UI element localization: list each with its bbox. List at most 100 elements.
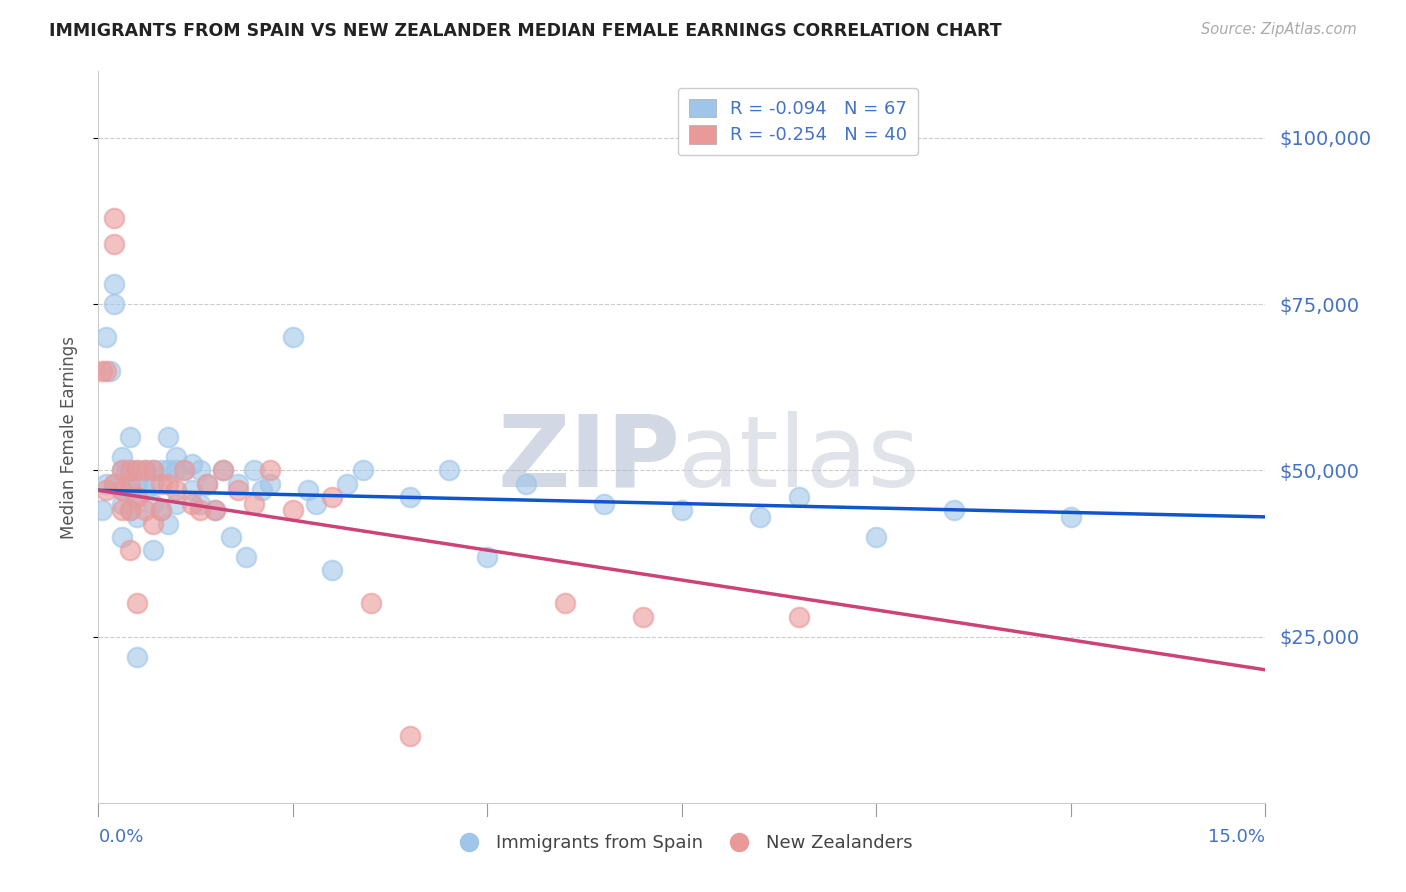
- Point: [149, 476, 172, 491]
- Point: [111, 463, 134, 477]
- Point: [127, 490, 149, 504]
- Point: [157, 476, 180, 491]
- Text: 15.0%: 15.0%: [1208, 828, 1265, 846]
- Point: [180, 483, 202, 498]
- Point: [631, 609, 654, 624]
- Point: [149, 503, 172, 517]
- Text: 0.0%: 0.0%: [98, 828, 143, 846]
- Point: [118, 476, 141, 491]
- Point: [235, 549, 257, 564]
- Point: [180, 497, 202, 511]
- Point: [228, 483, 250, 498]
- Point: [118, 463, 141, 477]
- Point: [111, 463, 134, 477]
- Point: [157, 516, 180, 531]
- Point: [142, 516, 165, 531]
- Text: atlas: atlas: [678, 410, 920, 508]
- Point: [142, 543, 165, 558]
- Point: [165, 450, 187, 464]
- Point: [180, 457, 202, 471]
- Point: [142, 476, 165, 491]
- Point: [149, 463, 172, 477]
- Point: [398, 729, 420, 743]
- Point: [142, 497, 165, 511]
- Point: [134, 483, 156, 498]
- Point: [250, 483, 273, 498]
- Point: [259, 476, 281, 491]
- Point: [671, 503, 693, 517]
- Point: [111, 483, 134, 498]
- Point: [103, 237, 125, 252]
- Point: [212, 463, 235, 477]
- Point: [118, 463, 141, 477]
- Point: [103, 297, 125, 311]
- Point: [111, 503, 134, 517]
- Point: [336, 476, 359, 491]
- Point: [134, 463, 156, 477]
- Point: [103, 277, 125, 292]
- Point: [188, 463, 211, 477]
- Point: [157, 463, 180, 477]
- Point: [111, 450, 134, 464]
- Point: [127, 649, 149, 664]
- Point: [188, 503, 211, 517]
- Point: [127, 463, 149, 477]
- Point: [118, 430, 141, 444]
- Point: [360, 596, 382, 610]
- Point: [243, 463, 266, 477]
- Point: [114, 463, 136, 477]
- Point: [91, 503, 114, 517]
- Point: [243, 497, 266, 511]
- Point: [127, 476, 149, 491]
- Point: [554, 596, 576, 610]
- Point: [149, 503, 172, 517]
- Point: [111, 497, 134, 511]
- Point: [103, 211, 125, 225]
- Point: [281, 503, 304, 517]
- Point: [96, 363, 118, 377]
- Point: [398, 490, 420, 504]
- Point: [173, 463, 195, 477]
- Point: [259, 463, 281, 477]
- Point: [195, 476, 218, 491]
- Text: ZIP: ZIP: [498, 410, 681, 508]
- Point: [165, 483, 187, 498]
- Point: [134, 503, 156, 517]
- Point: [142, 463, 165, 477]
- Point: [865, 530, 887, 544]
- Point: [188, 497, 211, 511]
- Point: [204, 503, 226, 517]
- Point: [204, 503, 226, 517]
- Point: [515, 476, 537, 491]
- Point: [212, 463, 235, 477]
- Point: [593, 497, 616, 511]
- Point: [118, 543, 141, 558]
- Point: [165, 463, 187, 477]
- Legend: Immigrants from Spain, New Zealanders: Immigrants from Spain, New Zealanders: [444, 827, 920, 860]
- Point: [118, 503, 141, 517]
- Point: [111, 530, 134, 544]
- Point: [127, 596, 149, 610]
- Point: [103, 476, 125, 491]
- Point: [96, 476, 118, 491]
- Point: [118, 503, 141, 517]
- Point: [134, 463, 156, 477]
- Y-axis label: Median Female Earnings: Median Female Earnings: [59, 335, 77, 539]
- Point: [787, 490, 810, 504]
- Point: [96, 483, 118, 498]
- Point: [321, 563, 343, 577]
- Point: [173, 463, 195, 477]
- Point: [1060, 509, 1083, 524]
- Point: [127, 509, 149, 524]
- Text: IMMIGRANTS FROM SPAIN VS NEW ZEALANDER MEDIAN FEMALE EARNINGS CORRELATION CHART: IMMIGRANTS FROM SPAIN VS NEW ZEALANDER M…: [49, 22, 1002, 40]
- Point: [142, 463, 165, 477]
- Point: [103, 476, 125, 491]
- Point: [321, 490, 343, 504]
- Point: [943, 503, 966, 517]
- Point: [111, 483, 134, 498]
- Point: [96, 330, 118, 344]
- Point: [98, 363, 121, 377]
- Text: Source: ZipAtlas.com: Source: ZipAtlas.com: [1201, 22, 1357, 37]
- Point: [305, 497, 328, 511]
- Point: [228, 476, 250, 491]
